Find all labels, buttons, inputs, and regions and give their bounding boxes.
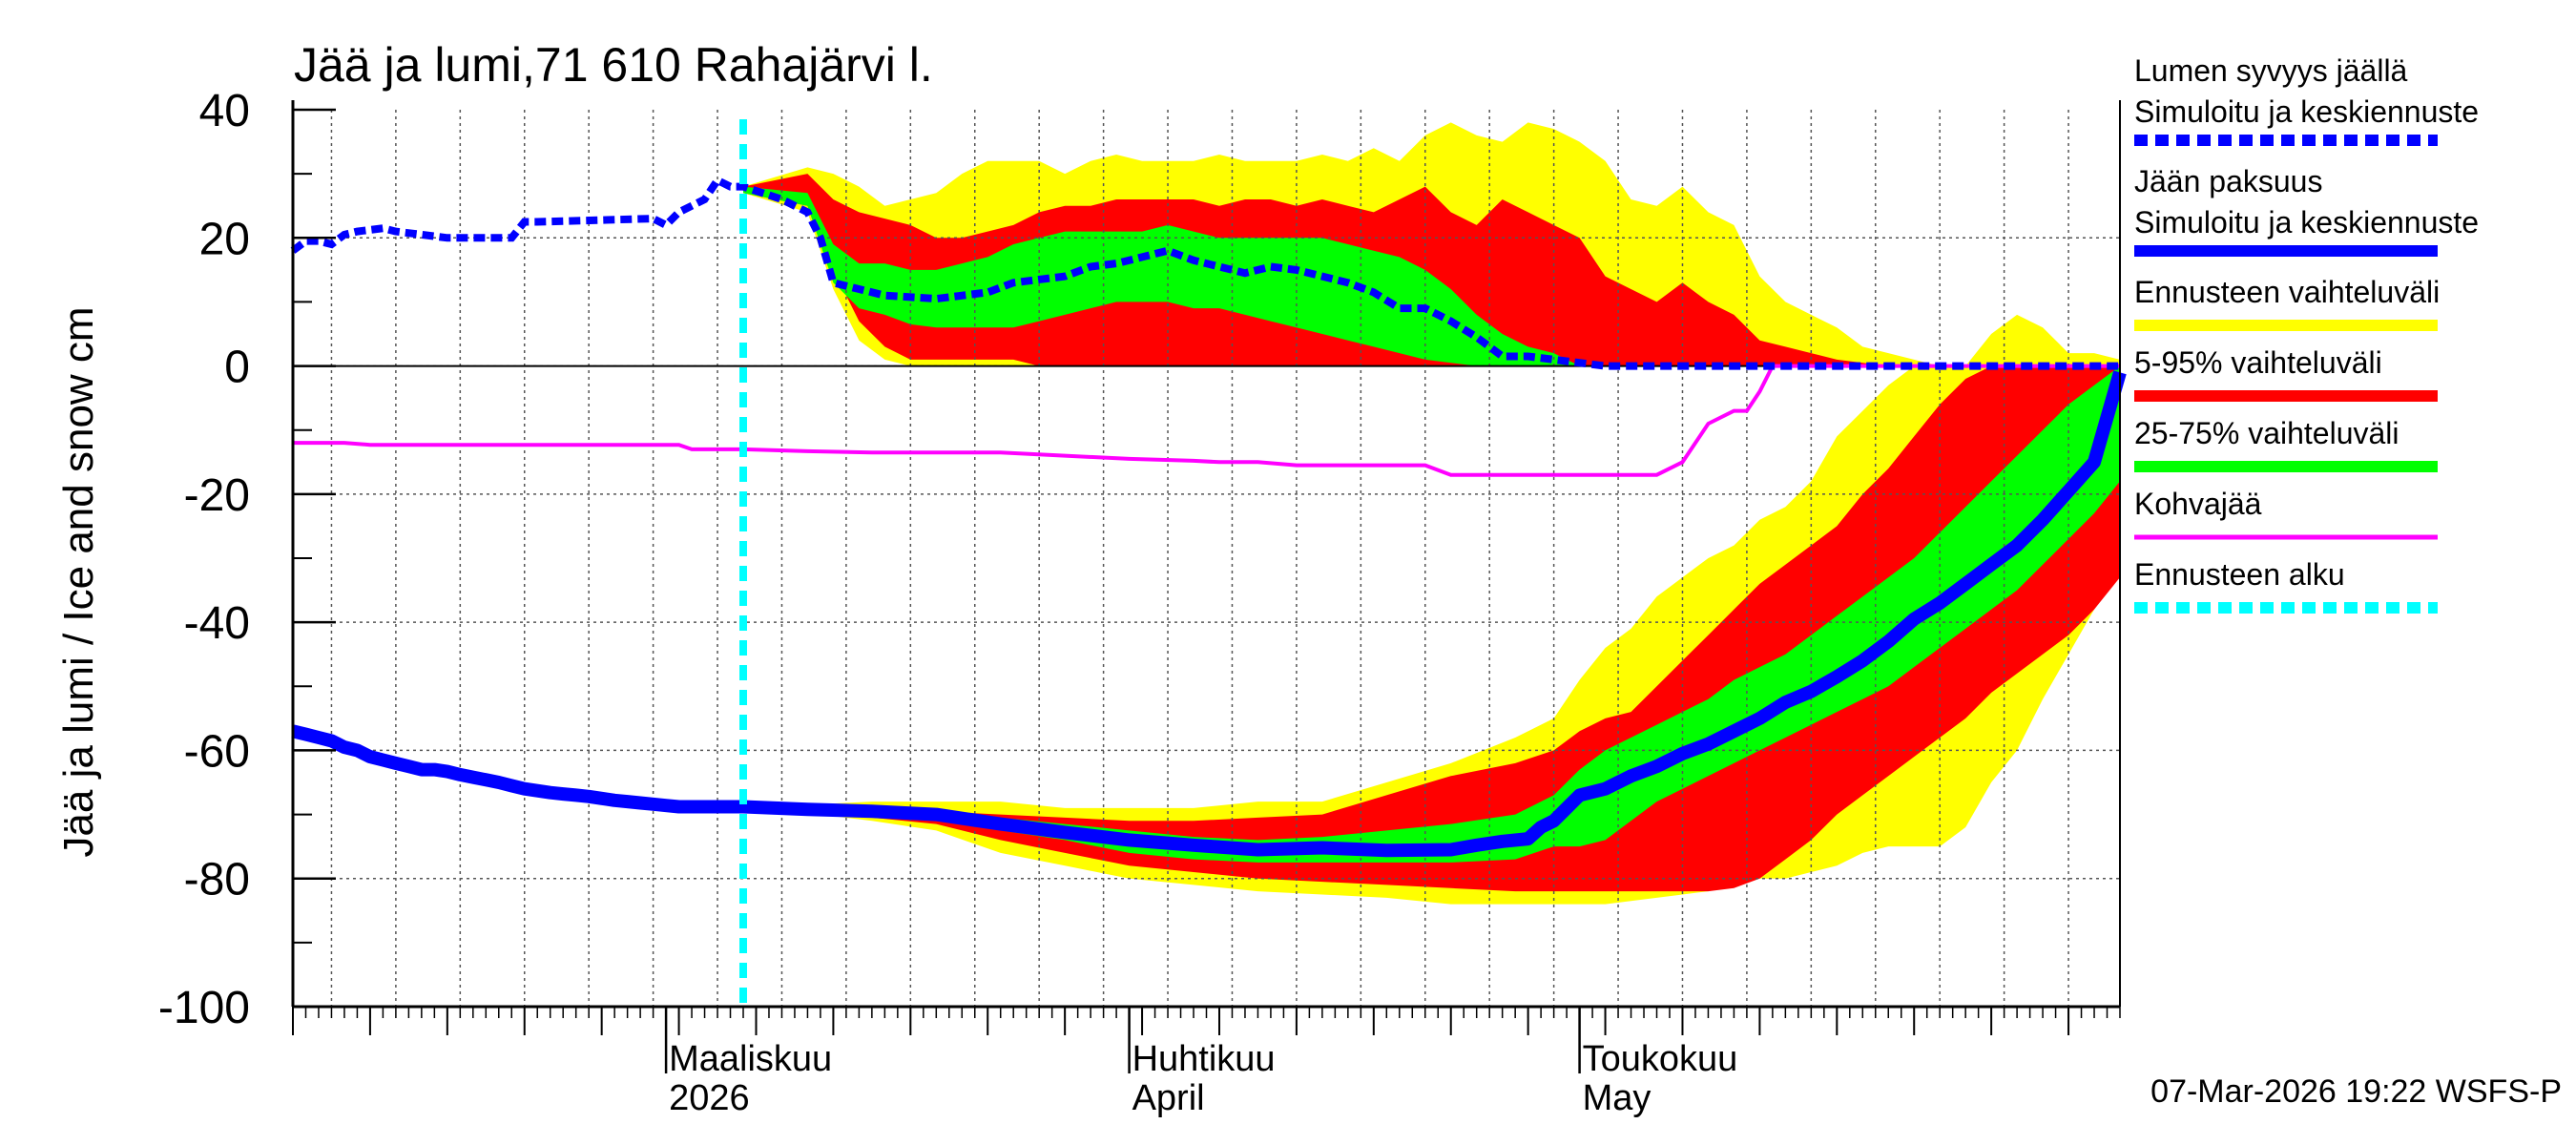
y-tick-label: -60	[184, 726, 250, 777]
legend-label: Jään paksuus	[2134, 164, 2322, 198]
y-axis-label: Jää ja lumi / Ice and snow cm	[55, 306, 102, 857]
legend-sublabel: Simuloitu ja keskiennuste	[2134, 94, 2479, 129]
snow-25-75-band	[743, 186, 1580, 366]
x-month-label: Huhtikuu	[1132, 1039, 1276, 1079]
legend-sublabel: Simuloitu ja keskiennuste	[2134, 205, 2479, 239]
legend-label: Ennusteen alku	[2134, 557, 2345, 592]
grid-lines	[293, 110, 2120, 1007]
legend-label: Kohvajää	[2134, 487, 2262, 521]
kohva-line	[293, 364, 2120, 477]
legend: Lumen syvyys jäällä Simuloitu ja keskienn…	[2134, 53, 2479, 614]
y-tick-label: 40	[199, 86, 250, 136]
x-month-label: Maaliskuu	[669, 1039, 832, 1079]
x-month-sublabel: 2026	[669, 1078, 750, 1118]
y-tick-label: -100	[158, 983, 250, 1033]
x-month-sublabel: April	[1132, 1078, 1205, 1118]
snow-mean-line	[290, 175, 2120, 370]
y-tick-label: -40	[184, 598, 250, 649]
y-tick-label: 0	[224, 343, 250, 393]
footer-timestamp: 07-Mar-2026 19:22 WSFS-P	[2150, 1073, 2562, 1110]
chart-title: Jää ja lumi,71 610 Rahajärvi l.	[294, 38, 933, 92]
y-tick-label: 20	[199, 214, 250, 264]
y-tick-label: -80	[184, 855, 250, 906]
legend-label: Lumen syvyys jäällä	[2134, 53, 2408, 88]
data-lines	[290, 119, 2127, 1011]
x-month-sublabel: May	[1583, 1078, 1652, 1118]
legend-label: 5-95% vaihteluväli	[2134, 345, 2382, 380]
ice-5-95-band	[743, 365, 2120, 892]
legend-label: Ennusteen vaihteluväli	[2134, 275, 2440, 309]
ice-25-75-band	[743, 365, 2120, 863]
legend-label: 25-75% vaihteluväli	[2134, 416, 2399, 450]
y-tick-label: -20	[184, 470, 250, 521]
forecast-bands	[743, 122, 2120, 905]
snow-5-95-band	[743, 174, 2120, 366]
ice-mean-line	[291, 370, 2127, 858]
x-month-label: Toukokuu	[1583, 1039, 1738, 1079]
